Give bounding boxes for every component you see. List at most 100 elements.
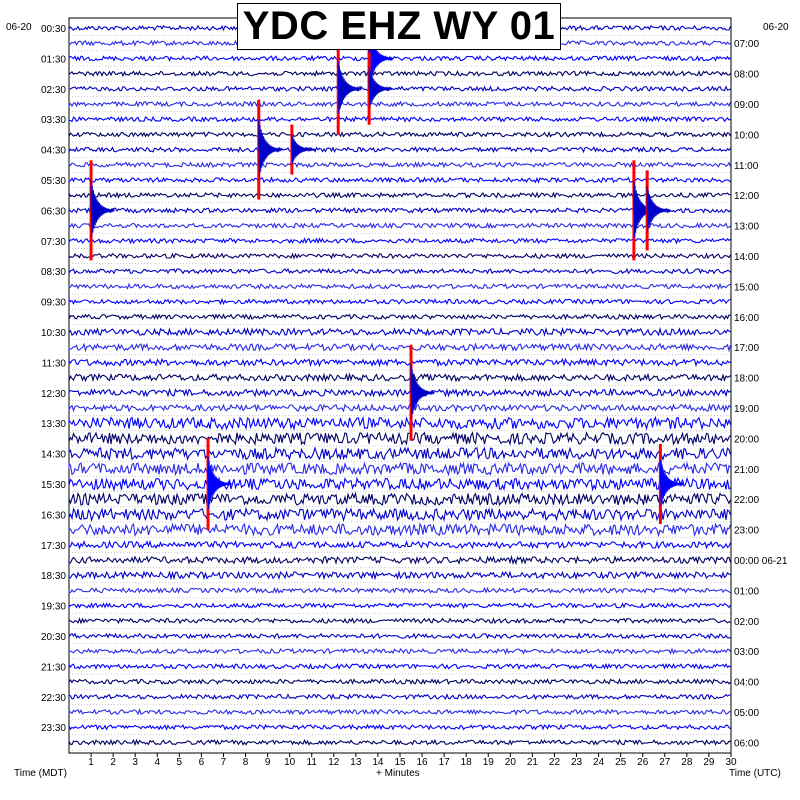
x-tick-label: 15	[394, 757, 406, 768]
right-tick-label: 17:00	[734, 343, 759, 354]
left-tick-label: 22:30	[41, 693, 66, 704]
x-axis-ticks: 1 2 3 4 5 6 7 8 9 10 11 12 13 14 15 16 17 18 19 20 21 22 23 24 2…	[88, 753, 737, 768]
trace-row	[68, 222, 731, 230]
right-tick-label: 20:00	[734, 434, 759, 445]
event-waveform	[368, 67, 393, 109]
left-tick-label: 21:30	[41, 662, 66, 673]
right-tick-label: 08:00	[734, 70, 759, 81]
trace-row	[68, 445, 732, 462]
x-tick-label: 17	[439, 757, 451, 768]
x-axis-label-right: Time (UTC)	[729, 768, 781, 779]
left-tick-label: 23:30	[41, 723, 66, 734]
x-axis-label-center: + Minutes	[376, 768, 420, 779]
right-tick-label: 10:00	[734, 130, 759, 141]
trace-row	[68, 326, 731, 337]
event-waveform	[646, 186, 671, 233]
plot-frame	[68, 17, 732, 754]
event-waveform	[291, 134, 316, 164]
right-tick-label: 09:00	[734, 100, 759, 111]
left-tick-label: 16:30	[41, 510, 66, 521]
x-tick-label: 29	[703, 757, 715, 768]
event-waveform	[258, 119, 283, 177]
right-tick-label: 06:00	[734, 738, 759, 749]
right-tick-label: 23:00	[734, 526, 759, 537]
trace-row	[68, 708, 731, 716]
left-tick-label: 10:30	[41, 328, 66, 339]
chart-title-box: YDC EHZ WY 01	[237, 3, 561, 50]
trace-row	[68, 237, 731, 245]
trace-row	[68, 161, 732, 169]
trace-row	[68, 647, 731, 655]
left-tick-label: 01:30	[41, 54, 66, 65]
trace-row	[68, 461, 731, 477]
trace-row	[68, 522, 732, 538]
x-tick-label: 7	[221, 757, 227, 768]
trace-row	[68, 176, 731, 184]
trace-row	[68, 506, 732, 523]
x-tick-label: 11	[307, 757, 318, 768]
trace-row	[68, 85, 731, 93]
trace-row	[68, 115, 731, 123]
trace-row	[68, 554, 732, 565]
x-tick-label: 12	[328, 757, 340, 768]
trace-row	[68, 662, 731, 670]
chart-title: YDC EHZ WY 01	[242, 4, 556, 48]
trace-row	[68, 206, 731, 214]
x-tick-label: 5	[177, 757, 183, 768]
x-tick-label: 26	[637, 757, 649, 768]
left-date: 06-20	[6, 22, 32, 33]
right-tick-label: 03:00	[734, 647, 759, 658]
left-tick-label: 09:30	[41, 298, 66, 309]
right-tick-label: 12:00	[734, 191, 759, 202]
right-time-ticks: 07:00 08:00 09:00 10:00 11:00 12:00 13:00 14:00…	[734, 39, 788, 749]
left-tick-label: 19:30	[41, 602, 66, 613]
right-date: 06-20	[763, 22, 789, 33]
trace-row	[68, 723, 731, 731]
x-tick-label: 1	[88, 757, 94, 768]
x-tick-label: 20	[505, 757, 517, 768]
right-tick-label: 18:00	[734, 374, 759, 385]
left-tick-label: 06:30	[41, 206, 66, 217]
x-tick-label: 14	[372, 757, 384, 768]
event-waveform	[337, 61, 363, 114]
trace-row	[68, 738, 731, 747]
trace-row	[68, 191, 731, 199]
x-tick-label: 16	[417, 757, 429, 768]
left-tick-label: 18:30	[41, 571, 66, 582]
right-tick-label: 11:00	[734, 161, 759, 172]
trace-row	[68, 539, 732, 550]
x-tick-label: 27	[659, 757, 671, 768]
right-tick-label: 22:00	[734, 495, 759, 506]
x-tick-label: 8	[243, 757, 249, 768]
trace-row	[68, 387, 731, 398]
x-tick-label: 10	[284, 757, 296, 768]
right-tick-label: 13:00	[734, 222, 759, 233]
left-time-ticks: 00:30 01:30 02:30 03:30 04:30 05:30 06:30 07:30…	[41, 24, 66, 734]
trace-row	[68, 282, 731, 291]
left-tick-label: 03:30	[41, 115, 66, 126]
trace-row	[68, 69, 731, 78]
trace-row	[68, 602, 731, 610]
left-tick-label: 15:30	[41, 480, 66, 491]
left-tick-label: 05:30	[41, 176, 66, 187]
trace-row	[68, 678, 731, 686]
trace-row	[68, 693, 731, 701]
left-tick-label: 00:30	[41, 24, 66, 35]
right-tick-label: 01:00	[734, 586, 759, 597]
trace-row	[68, 476, 731, 492]
trace-row	[68, 100, 732, 108]
left-tick-label: 14:30	[41, 450, 66, 461]
right-tick-label: 02:00	[734, 617, 759, 628]
trace-row	[68, 146, 731, 154]
x-tick-label: 2	[110, 757, 116, 768]
left-tick-label: 11:30	[42, 358, 67, 369]
x-tick-label: 22	[549, 757, 561, 768]
left-tick-label: 13:30	[41, 419, 66, 430]
right-tick-label: 16:00	[734, 313, 759, 324]
trace-row	[68, 431, 731, 446]
x-axis-label-left: Time (MDT)	[14, 768, 67, 779]
event-waveform	[90, 180, 115, 238]
x-tick-label: 19	[483, 757, 495, 768]
trace-row	[68, 54, 731, 62]
x-tick-label: 13	[350, 757, 362, 768]
